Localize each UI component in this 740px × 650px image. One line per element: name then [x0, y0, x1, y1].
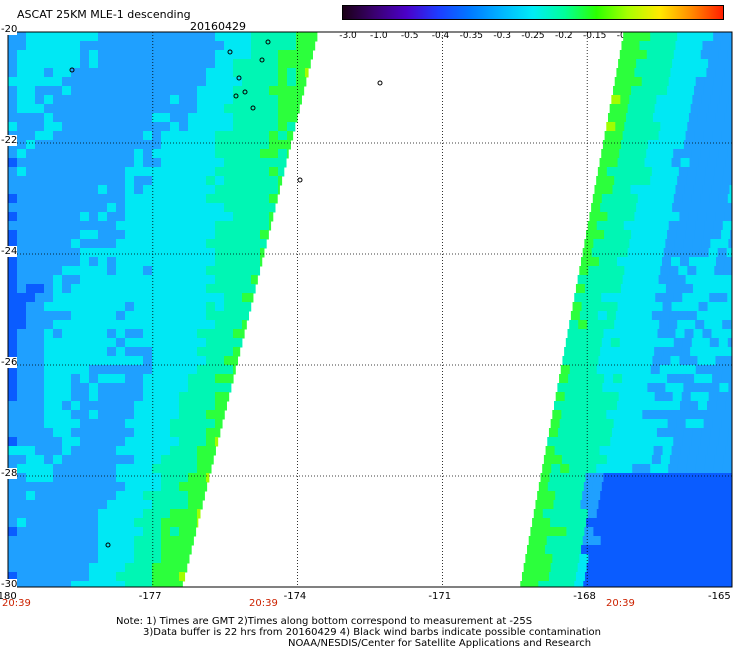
note-line-1: Note: 1) Times are GMT 2)Times along bot…: [116, 616, 533, 627]
island-outline: [105, 542, 111, 548]
wind-map: [7, 31, 733, 588]
colorbar-label: -0.5: [400, 31, 419, 41]
x-tick-label: -165: [708, 591, 731, 602]
lat-lon-grid: [8, 32, 732, 587]
colorbar-label: -1.0: [370, 31, 388, 41]
colorbar-label: -0.4: [431, 31, 450, 41]
island-outline: [69, 67, 75, 73]
colorbar-label: -0.25: [521, 31, 545, 41]
island-outline: [242, 89, 248, 95]
x-tick-label: -174: [283, 591, 307, 602]
x-tick-label: -177: [138, 591, 162, 602]
note-line-3: NOAA/NESDIS/Center for Satellite Applica…: [288, 638, 592, 649]
island-outline: [233, 93, 239, 99]
island-outlines: [69, 39, 383, 548]
y-tick-label: -24: [1, 246, 18, 257]
scatterometer-swaths: [8, 32, 732, 587]
island-outline: [227, 49, 233, 55]
pass-time-1: 20:39: [2, 598, 31, 609]
note-line-2: 3)Data buffer is 22 hrs from 20160429 4)…: [143, 627, 601, 638]
colorbar-label: -0.3: [493, 31, 511, 41]
x-tick-label: -180: [0, 591, 17, 602]
x-tick-label: -168: [573, 591, 596, 602]
pass-time-3: 20:39: [606, 598, 635, 609]
island-outline: [265, 39, 271, 45]
map-date: 20160429: [190, 20, 246, 33]
x-tick-label: -171: [428, 591, 452, 602]
y-tick-label: -22: [1, 135, 18, 146]
island-outline: [236, 75, 242, 81]
island-outline: [250, 105, 256, 111]
island-outline: [297, 177, 303, 183]
colorbar-label: -3.0: [339, 31, 357, 41]
plot-frame: [7, 31, 733, 588]
map-title: ASCAT 25KM MLE-1 descending: [17, 8, 191, 21]
colorbar-gradient: [342, 5, 724, 20]
island-outline: [259, 57, 265, 63]
colorbar-label: -0.2: [555, 31, 573, 41]
island-outline: [377, 80, 383, 86]
y-tick-label: -26: [1, 357, 18, 368]
pass-time-2: 20:39: [249, 598, 278, 609]
colorbar-label: -0.15: [583, 31, 607, 41]
y-tick-label: -20: [1, 24, 18, 35]
y-tick-label: -28: [1, 468, 18, 479]
colorbar-label: -0.35: [459, 31, 483, 41]
y-tick-label: -30: [1, 579, 18, 590]
